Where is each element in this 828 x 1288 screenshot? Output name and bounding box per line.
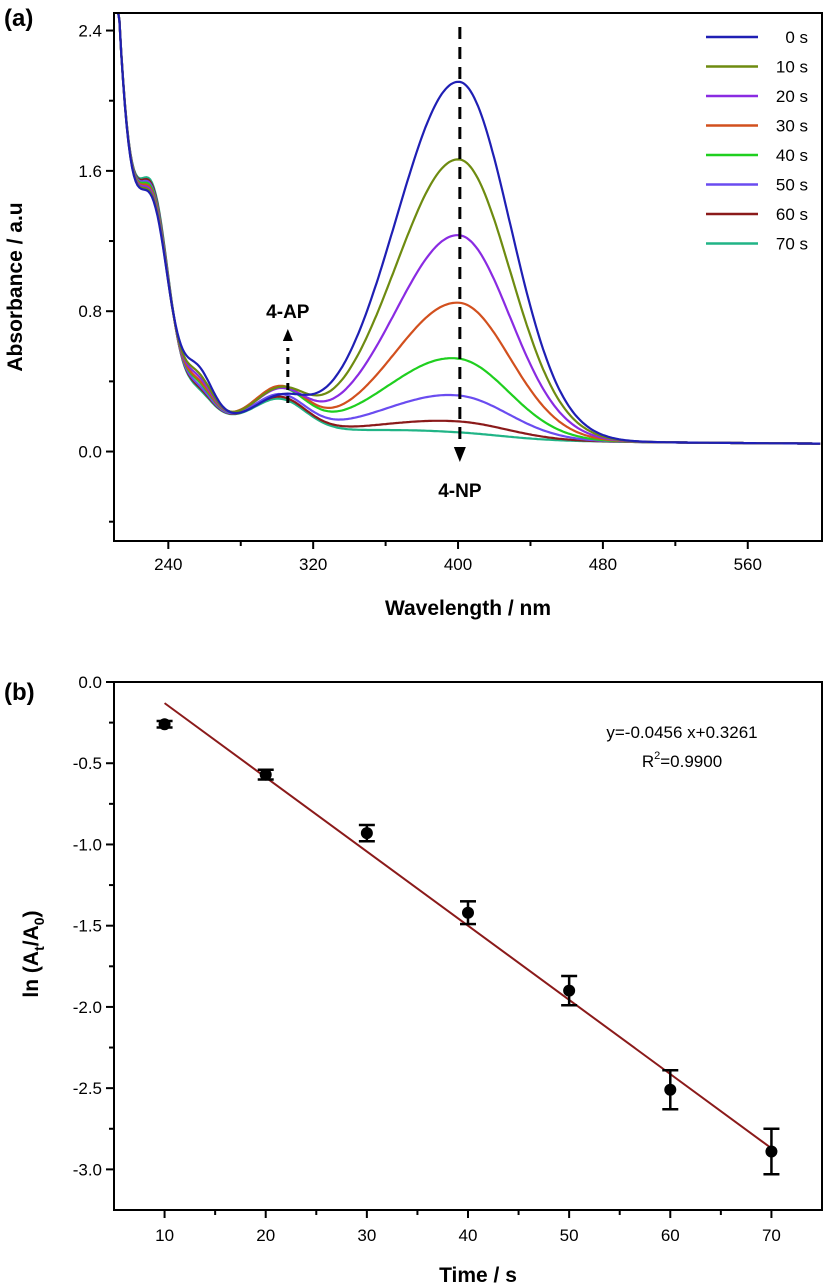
data-point [358,823,375,843]
y-tick-label: -0.5 [73,754,102,773]
panel-b-y-axis-title: ln (At/A0) [20,910,47,997]
legend-label: 20 s [776,87,808,106]
x-tick-label: 10 [155,1226,174,1245]
panel-a-y-axis-title: Absorbance / a.u [4,202,27,371]
4-np-label: 4-NP [438,481,482,502]
4-np-arrow-head [453,447,466,462]
y-tick-label: -3.0 [73,1160,102,1179]
ylabel-suffix: ) [20,910,43,917]
spectrum-curve-40s [117,13,821,445]
spectrum-curve-0s [117,13,821,445]
marker [765,1145,778,1158]
legend-label: 50 s [776,176,808,195]
x-tick-label: 50 [560,1226,579,1245]
data-point [662,1069,679,1111]
panel-a-label: (a) [4,5,33,32]
panel-b-x-axis-title: Time / s [439,1264,517,1287]
ylabel-prefix: ln (A [20,951,43,998]
spectrum-curve-10s [117,13,821,445]
legend-label: 70 s [776,235,808,254]
panel-a-x-axis-title: Wavelength / nm [385,597,551,620]
panel-b-data-points [156,718,780,1176]
x-tick-label: 320 [299,555,327,574]
legend-label: 10 s [776,58,808,77]
panel-a-curves [117,13,821,445]
legend-label: 0 s [785,28,808,47]
x-tick-label: 480 [589,555,617,574]
x-tick-label: 240 [154,555,182,574]
data-point [561,974,578,1007]
y-tick-label: -1.0 [73,835,102,854]
x-tick-label: 20 [256,1226,275,1245]
x-tick-label: 560 [734,555,762,574]
panel-a-axes: 240 320 400 480 560 0.0 0.8 1.6 2.4 [78,22,762,574]
y-tick-label: 1.6 [78,162,102,181]
r2-value: =0.9900 [660,752,722,771]
panel-a-annotations: 4-AP 4-NP [266,27,482,502]
x-tick-label: 400 [444,555,472,574]
fit-equation: y=-0.0456 x+0.3261 [606,723,757,742]
x-tick-label: 70 [762,1226,781,1245]
y-tick-label: -2.5 [73,1079,102,1098]
legend-label: 60 s [776,205,808,224]
4-ap-arrow-head [282,329,293,341]
y-tick-label: 0.0 [78,443,102,462]
ylabel-sub-0: 0 [31,917,47,925]
panel-b-label: (b) [4,679,35,706]
x-tick-label: 30 [357,1226,376,1245]
panel-b-kinetics-plot: (b) 10 20 30 40 50 60 700.0-0.5-1.0-1.5-2.0-2.… [4,673,823,1287]
x-tick-label: 40 [459,1226,478,1245]
spectrum-curve-30s [117,13,821,445]
data-point [460,900,476,926]
y-tick-label: 2.4 [78,22,102,41]
y-tick-label: -1.5 [73,917,102,936]
spectrum-curve-20s [117,13,821,445]
r2-superscript: 2 [654,750,660,762]
panel-a-plot-frame [113,12,823,542]
ylabel-mid: /A [20,925,43,946]
x-tick-label: 60 [661,1226,680,1245]
marker [360,827,373,840]
marker [563,984,576,997]
marker [664,1083,677,1096]
panel-b-plot-frame [113,681,823,1211]
data-point [156,718,173,731]
marker [462,906,474,919]
legend-label: 40 s [776,146,808,165]
y-tick-label: 0.0 [78,673,102,692]
panel-b-axes: 10 20 30 40 50 60 70 0.0 -0.5 -1.0 -1.5 -2.0 -2.5 -3.… [73,673,781,1245]
fit-r-squared: R2=0.9900 [642,750,722,771]
spectrum-curve-70s [117,13,821,445]
ylabel-sub-t: t [31,946,47,951]
panel-a-absorbance-spectra: (a) 240 320 400 480 560 0.0 0.8 1.6 2.4 4-AP 4-N… [4,5,823,620]
panel-a-legend: 0 s 10 s 20 s 30 s 40 s 50 s 60 s 70 s [706,28,808,254]
marker [158,718,171,731]
spectrum-curve-50s [117,13,821,445]
y-tick-label: -2.0 [73,998,102,1017]
y-tick-label: 0.8 [78,302,102,321]
r2-label: R [642,752,654,771]
marker [259,768,272,781]
legend-label: 30 s [776,117,808,136]
spectrum-curve-60s [117,13,821,445]
data-point [763,1127,780,1176]
data-point [257,768,274,781]
4-ap-label: 4-AP [266,302,310,323]
